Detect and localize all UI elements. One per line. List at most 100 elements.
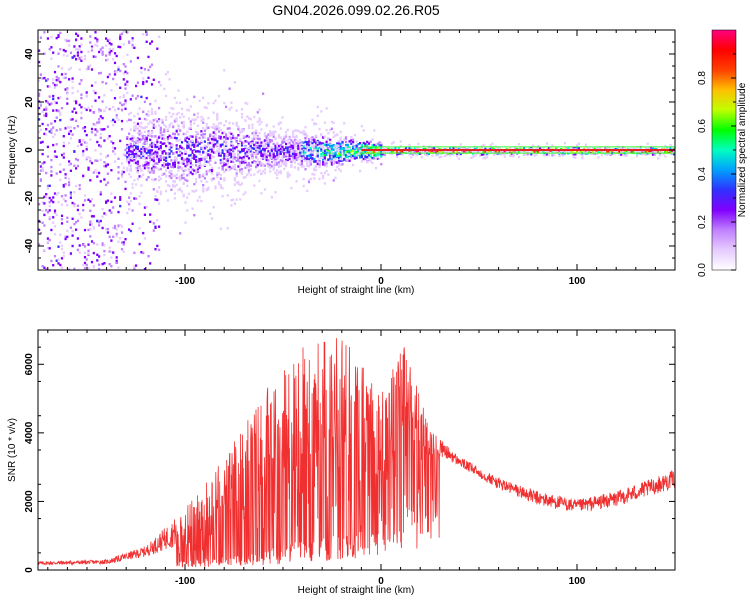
spectrogram-cell: [53, 192, 57, 195]
spectrogram-cell: [189, 165, 192, 169]
spectrogram-cell: [334, 144, 337, 148]
spectrogram-cell: [369, 158, 372, 162]
spectrogram-cell: [161, 137, 164, 140]
spectrogram-cell: [295, 150, 298, 154]
spectrogram-cell: [614, 150, 617, 154]
spectrogram-cell: [156, 143, 159, 146]
spectrogram-cell: [150, 63, 154, 66]
spectrogram-cell: [237, 125, 240, 128]
spectrogram-cell: [209, 153, 212, 157]
spectrogram-cell: [145, 40, 148, 43]
spectrogram-cell: [221, 131, 224, 135]
spectrogram-cell: [92, 123, 95, 126]
spectrogram-cell: [168, 78, 171, 81]
spectrogram-cell: [373, 153, 376, 157]
spectrogram-cell: [217, 135, 221, 138]
spectrogram-cell: [639, 150, 642, 153]
spectrogram-cell: [142, 80, 145, 84]
spectrogram-cell: [168, 152, 171, 155]
spectrogram-cell: [145, 118, 148, 121]
spectrogram-cell: [304, 126, 307, 129]
spectrogram-cell: [202, 126, 205, 130]
spectrogram-cell: [101, 243, 104, 247]
spectrogram-cell: [327, 132, 330, 135]
spectrogram-cell: [293, 141, 296, 145]
spectrogram-cell: [62, 251, 65, 254]
spectrogram-cell: [306, 145, 309, 148]
spectrogram-cell: [237, 144, 240, 147]
spectrogram-cell: [83, 107, 87, 110]
spectrogram-cell: [510, 154, 513, 158]
spectrogram-cell: [163, 87, 166, 91]
spectrogram-cell: [290, 139, 293, 142]
spectrogram-cell: [390, 152, 393, 156]
spectrogram-cell: [50, 131, 53, 134]
spectrogram-cell: [57, 245, 60, 248]
spectrogram-cell: [232, 134, 235, 138]
spectrogram-cell: [106, 137, 109, 140]
spectrogram-cell: [577, 142, 580, 145]
spectrogram-cell: [235, 140, 238, 143]
spectrogram-cell: [272, 130, 275, 133]
spectrogram-cell: [279, 136, 282, 139]
spectrogram-cell: [108, 42, 111, 45]
spectrogram-cell: [417, 142, 420, 146]
spectrogram-cell: [355, 147, 358, 150]
spectrogram-cell: [38, 228, 41, 231]
spectrogram-cell: [669, 144, 672, 147]
spectrogram-cell: [177, 163, 180, 167]
spectrogram-cell: [133, 129, 136, 132]
spectrogram-cell: [129, 142, 132, 146]
spectrogram-cell: [142, 150, 145, 153]
spectrogram-cell: [276, 173, 279, 176]
spectrogram-cell: [62, 141, 65, 144]
spectrogram-cell: [186, 157, 189, 160]
spectrogram-cell: [235, 145, 238, 149]
spectrogram-cell: [286, 173, 289, 177]
spectrogram-cell: [242, 158, 245, 161]
spectrogram-cell: [142, 146, 145, 149]
spectrogram-cell: [106, 199, 109, 202]
spectrogram-cell: [316, 139, 319, 143]
spectrogram-cell: [226, 160, 229, 163]
spectrogram-cell: [166, 151, 169, 155]
spectrogram-cell: [129, 145, 132, 148]
spectrogram-cell: [38, 92, 41, 95]
spectrogram-cell: [149, 65, 152, 69]
spectrogram-cell: [292, 130, 295, 133]
spectrogram-cell: [323, 121, 326, 124]
spectrogram-cell: [482, 143, 485, 147]
spectrogram-cell: [415, 147, 418, 150]
spectrogram-cell: [83, 256, 87, 259]
spectrogram-cell: [94, 31, 97, 34]
spectrogram-cell: [422, 145, 425, 148]
spectrogram-cell: [136, 56, 139, 60]
spectrogram-cell: [112, 77, 115, 81]
spectrogram-cell: [131, 148, 134, 151]
spectrogram-cell: [535, 147, 538, 150]
spectrogram-cell: [189, 144, 192, 147]
spectrogram-cell: [325, 148, 328, 151]
spectrogram-cell: [210, 135, 214, 138]
spectrogram-cell: [352, 145, 355, 148]
spectrogram-cell: [293, 138, 296, 142]
spectrogram-cell: [68, 141, 71, 145]
spectrogram-cell: [101, 80, 104, 84]
spectrogram-cell: [533, 153, 536, 156]
spectrogram-cell: [92, 226, 95, 229]
spectrogram-cell: [50, 102, 53, 105]
spectrogram-cell: [230, 167, 233, 170]
spectrogram-cell: [233, 177, 236, 180]
spectrogram-cell: [212, 131, 215, 134]
spectrogram-cell: [133, 267, 136, 270]
spectrogram-cell: [233, 178, 236, 181]
spectrogram-cell: [55, 116, 58, 119]
spectrogram-cell: [172, 125, 175, 129]
spectrogram-cell: [309, 146, 312, 150]
spectrogram-cell: [267, 147, 270, 150]
spectrogram-cell: [459, 143, 462, 146]
spectrogram-cell: [651, 146, 655, 149]
spectrogram-cell: [55, 75, 58, 79]
spectrogram-cell: [75, 221, 78, 224]
spectrogram-cell: [297, 147, 300, 151]
